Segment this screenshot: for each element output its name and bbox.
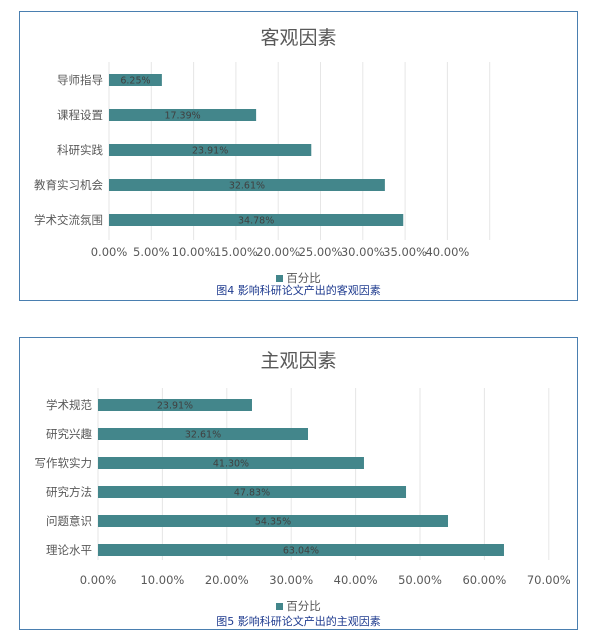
data-label: 23.91% (192, 146, 228, 157)
subjective-factors-chart-panel: 主观因素 0.00% 10.00% 20.00% 30.00% 40.00% 50.00%… (19, 337, 578, 630)
data-label: 32.61% (229, 181, 265, 192)
category-label: 研究方法 (46, 485, 92, 499)
chart-legend: 百分比 (20, 270, 577, 286)
x-tick-label: 10.00% (140, 573, 184, 587)
legend-label: 百分比 (286, 271, 321, 285)
x-tick-label: 35.00% (383, 245, 427, 259)
data-label: 32.61% (185, 430, 221, 441)
x-tick-label: 10.00% (172, 245, 216, 259)
legend-swatch (276, 603, 284, 610)
bar (98, 428, 309, 440)
data-label: 17.39% (164, 111, 200, 122)
objective-factors-chart: 0.00% 5.00% 10.00%15.00%20.00%25.00%30.00%… (34, 62, 491, 259)
bar (109, 144, 312, 156)
x-tick-label: 40.00% (425, 245, 469, 259)
x-tick-label: 30.00% (269, 573, 313, 587)
category-label: 学术规范 (46, 398, 92, 412)
category-label: 研究兴趣 (46, 427, 92, 441)
category-label: 理论水平 (46, 543, 92, 557)
category-label: 教育实习机会 (34, 178, 103, 192)
legend-swatch (276, 275, 284, 282)
x-tick-label: 20.00% (205, 573, 249, 587)
x-tick-label: 30.00% (341, 245, 385, 259)
data-label: 23.91% (157, 401, 193, 412)
bar (109, 109, 257, 121)
x-tick-label: 0.00% (80, 573, 117, 587)
legend-label: 百分比 (286, 599, 321, 613)
x-tick-label: 25.00% (299, 245, 343, 259)
data-label: 34.78% (238, 216, 274, 227)
x-tick-label: 20.00% (256, 245, 300, 259)
bar (98, 515, 449, 527)
chart-legend: 百分比 (20, 598, 577, 614)
x-tick-label: 0.00% (91, 245, 128, 259)
bar (98, 486, 407, 498)
data-label: 6.25% (120, 76, 150, 87)
x-tick-label: 15.00% (214, 245, 258, 259)
data-label: 54.35% (255, 517, 291, 528)
data-label: 47.83% (234, 488, 270, 499)
chart-title: 主观因素 (260, 350, 337, 372)
x-tick-label: 40.00% (334, 573, 378, 587)
figure-caption: 图4 影响科研论文产出的客观因素 (216, 284, 381, 297)
bar (109, 179, 385, 191)
data-label: 41.30% (213, 459, 249, 470)
x-tick-label: 50.00% (398, 573, 442, 587)
objective-factors-chart-panel: 客观因素 0.00% 5.00% 10.00% 15.00% 20.00% 25.00% 3… (19, 11, 578, 301)
category-label: 写作软实力 (35, 456, 93, 470)
x-tick-label: 60.00% (462, 573, 506, 587)
x-tick-label: 5.00% (133, 245, 170, 259)
bar (98, 544, 504, 556)
figure-caption: 图5 影响科研论文产出的主观因素 (216, 615, 381, 628)
category-label: 导师指导 (57, 73, 103, 87)
x-tick-label: 70.00% (527, 573, 571, 587)
bar (98, 457, 364, 469)
bar (98, 399, 252, 411)
bar (109, 74, 162, 86)
category-label: 科研实践 (57, 143, 103, 157)
category-label: 课程设置 (57, 108, 103, 122)
chart-title: 客观因素 (260, 27, 337, 49)
category-label: 学术交流氛围 (34, 213, 103, 227)
subjective-factors-chart: 0.00% 10.00% 20.00% 30.00% 40.00% 50.00% 60.00… (35, 388, 571, 587)
category-label: 问题意识 (46, 514, 92, 528)
bar (109, 214, 404, 226)
data-label: 63.04% (283, 546, 319, 557)
